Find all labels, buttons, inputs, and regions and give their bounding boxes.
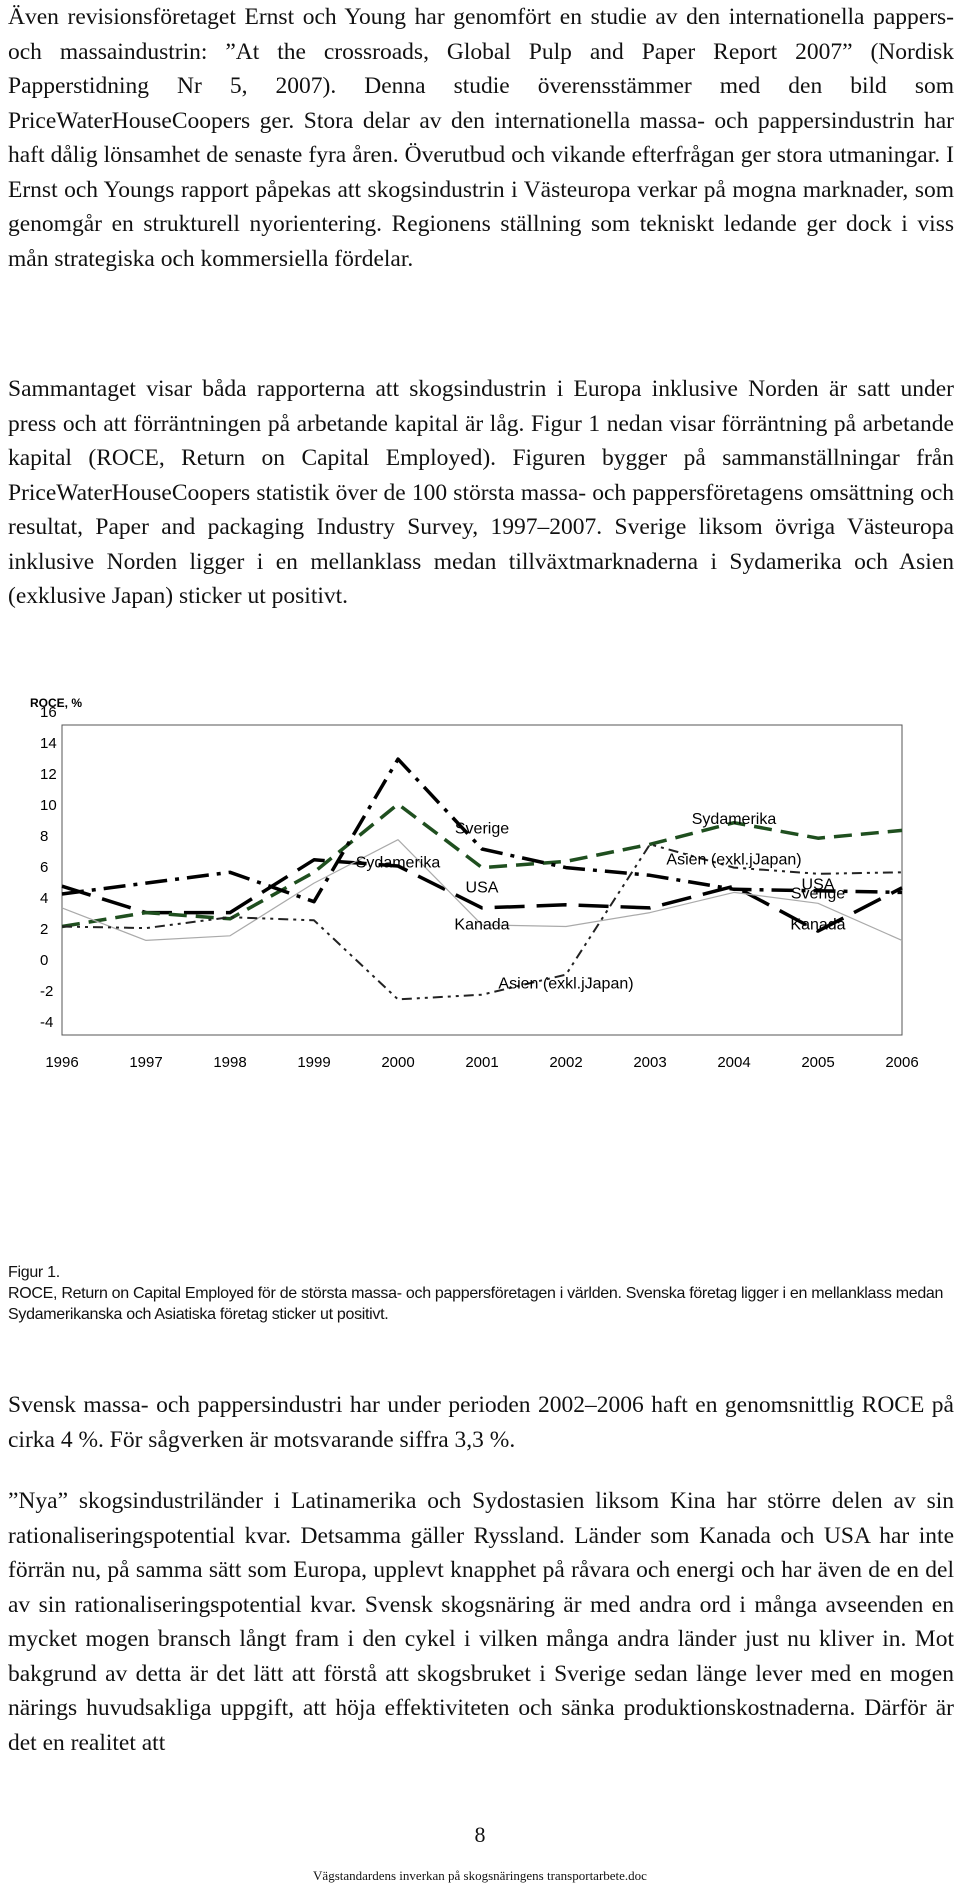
x-tick-label: 2000 bbox=[381, 1054, 414, 1071]
series-annotation: USA bbox=[466, 879, 499, 896]
x-tick-label: 1996 bbox=[45, 1054, 78, 1071]
x-tick-label: 1997 bbox=[129, 1054, 162, 1071]
x-tick-label: 2002 bbox=[549, 1054, 582, 1071]
x-tick-label: 1998 bbox=[213, 1054, 246, 1071]
y-tick-label: 6 bbox=[40, 859, 48, 876]
y-tick-label: 12 bbox=[40, 766, 57, 783]
roce-figure: ROCE, % -4 -2 0 2 4 6 8 10 12 14 16 1996 1997 1998 1999… bbox=[0, 690, 960, 1280]
x-tick-label: 2003 bbox=[633, 1054, 666, 1071]
series-annotation: Sverige bbox=[791, 886, 845, 903]
x-tick-label: 2005 bbox=[801, 1054, 834, 1071]
y-tick-label: 14 bbox=[40, 735, 57, 752]
figure-caption: Figur 1. ROCE, Return on Capital Employe… bbox=[8, 1262, 958, 1325]
y-tick-label: 10 bbox=[40, 797, 57, 814]
y-tick-label: 8 bbox=[40, 828, 48, 845]
series-annotation: Sydamerika bbox=[692, 811, 777, 828]
series-annotation: Kanada bbox=[454, 917, 509, 934]
roce-line-chart: ROCE, % -4 -2 0 2 4 6 8 10 12 14 16 1996 1997 1998 1999… bbox=[30, 696, 919, 1071]
paragraph-svensk-massa: Svensk massa- och pappersindustri har un… bbox=[8, 1392, 954, 1453]
y-tick-label: 16 bbox=[40, 704, 57, 721]
series-annotation: Sverige bbox=[455, 821, 509, 838]
y-tick-label: 4 bbox=[40, 890, 48, 907]
y-tick-label: 0 bbox=[40, 952, 48, 969]
x-tick-label: 2004 bbox=[717, 1054, 750, 1071]
paragraph-sammantaget: Sammantaget visar båda rapporterna att s… bbox=[8, 376, 954, 609]
figure-caption-text: ROCE, Return on Capital Employed för de … bbox=[8, 1285, 944, 1323]
paragraph-nya-skogsindustrilander: ”Nya” skogsindustriländer i Latinamerika… bbox=[8, 1488, 954, 1756]
x-tick-label: 2001 bbox=[465, 1054, 498, 1071]
y-tick-label: 2 bbox=[40, 921, 48, 938]
x-tick-label: 1999 bbox=[297, 1054, 330, 1071]
series-line-sydamerika bbox=[61, 802, 903, 929]
series-line-kanada bbox=[61, 839, 903, 941]
y-tick-label: -4 bbox=[40, 1014, 53, 1031]
series-line-sverige bbox=[61, 858, 903, 933]
y-tick-label: -2 bbox=[40, 983, 53, 1000]
paragraph-ernst-young: Även revisionsföretaget Ernst och Young … bbox=[8, 4, 954, 272]
series-annotation: Sydamerika bbox=[356, 855, 441, 872]
document-footer: Vägstandardens inverkan på skogsnäringen… bbox=[313, 1868, 647, 1883]
series-line-usa bbox=[61, 757, 903, 904]
series-annotation: Asien (exkl.jJapan) bbox=[666, 852, 801, 869]
series-line-asien-exkl-jjapan- bbox=[61, 843, 903, 1001]
series-annotation: USA bbox=[802, 876, 835, 893]
x-tick-label: 2006 bbox=[885, 1054, 918, 1071]
plot-area-frame bbox=[61, 724, 903, 1036]
page-number: 8 bbox=[474, 1822, 486, 1847]
y-axis-label: ROCE, % bbox=[30, 696, 82, 710]
figure-caption-label: Figur 1. bbox=[8, 1264, 60, 1281]
series-annotation: Asien (exkl.jJapan) bbox=[498, 976, 633, 993]
series-annotation: Kanada bbox=[790, 917, 845, 934]
